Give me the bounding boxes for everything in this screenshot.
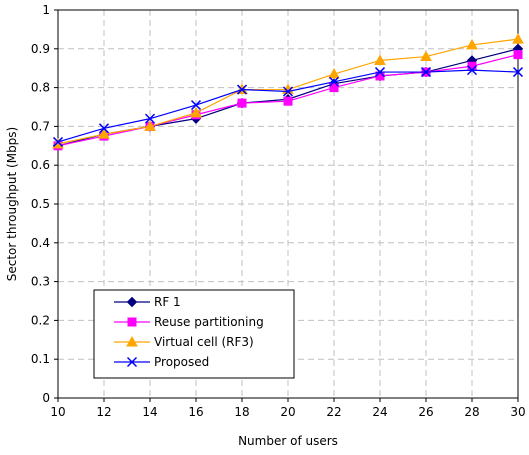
legend-item: Reuse partitioning — [114, 315, 264, 329]
data-point — [512, 33, 524, 44]
data-point — [512, 67, 524, 78]
data-point — [328, 76, 340, 87]
y-axis-label: Sector throughput (Mbps) — [5, 127, 19, 282]
data-point — [236, 84, 248, 95]
x-axis-label: Number of users — [238, 434, 338, 448]
legend-item: Virtual cell (RF3) — [114, 335, 254, 349]
data-point — [329, 83, 339, 93]
legend-label: Reuse partitioning — [154, 315, 264, 329]
y-tick-label: 0.9 — [31, 42, 50, 56]
x-tick-label: 26 — [418, 405, 433, 419]
x-tick-label: 22 — [326, 405, 341, 419]
y-tick-label: 0.4 — [31, 236, 50, 250]
data-point — [190, 106, 202, 118]
series-proposed — [52, 65, 524, 147]
y-tick-label: 0 — [42, 391, 50, 405]
data-point — [420, 67, 432, 78]
x-tick-label: 12 — [96, 405, 111, 419]
data-point — [144, 113, 156, 124]
data-point — [466, 38, 478, 50]
x-tick-label: 18 — [234, 405, 249, 419]
y-tick-label: 0.1 — [31, 352, 50, 366]
data-point — [328, 67, 340, 79]
legend-box — [93, 289, 295, 379]
legend-label: Virtual cell (RF3) — [154, 335, 254, 349]
y-tick-label: 1 — [42, 3, 50, 17]
legend: RF 1 Reuse partitioning Virtual cell (RF3)… — [93, 289, 295, 379]
data-point — [237, 98, 247, 108]
x-tick-label: 16 — [188, 405, 203, 419]
y-tick-label: 0.7 — [31, 119, 50, 133]
series-group — [52, 33, 524, 152]
data-point — [420, 50, 432, 62]
legend-label: Proposed — [154, 355, 209, 369]
legend-marker — [126, 296, 138, 308]
y-axis-ticks: 0 0.1 0.2 0.3 0.4 0.5 0.6 0.7 0.8 0.9 1 — [31, 3, 58, 405]
data-point — [98, 123, 110, 134]
x-tick-label: 30 — [510, 405, 525, 419]
data-point — [467, 61, 477, 71]
data-point — [283, 96, 293, 106]
y-tick-label: 0.3 — [31, 275, 50, 289]
data-point — [374, 54, 386, 65]
legend-label: RF 1 — [154, 295, 181, 309]
x-tick-label: 24 — [372, 405, 387, 419]
series-virtual-cell-rf3 — [52, 33, 524, 149]
data-point — [513, 50, 523, 60]
y-tick-label: 0.6 — [31, 158, 50, 172]
data-point — [282, 86, 294, 97]
data-point — [52, 136, 64, 147]
x-axis-ticks: 10 12 14 16 18 20 22 24 26 28 30 — [50, 398, 526, 419]
data-point — [190, 100, 202, 111]
x-tick-label: 28 — [464, 405, 479, 419]
x-tick-label: 10 — [50, 405, 65, 419]
legend-marker — [126, 356, 138, 368]
data-point — [466, 65, 478, 76]
y-tick-label: 0.8 — [31, 81, 50, 95]
data-point — [144, 120, 156, 131]
y-tick-label: 0.2 — [31, 313, 50, 327]
data-point — [98, 128, 110, 139]
data-point — [374, 67, 386, 78]
x-tick-label: 20 — [280, 405, 295, 419]
legend-item: RF 1 — [114, 295, 181, 309]
x-tick-label: 14 — [142, 405, 157, 419]
legend-marker — [127, 317, 137, 327]
legend-marker — [126, 335, 138, 347]
y-tick-label: 0.5 — [31, 197, 50, 211]
legend-item: Proposed — [114, 355, 209, 369]
